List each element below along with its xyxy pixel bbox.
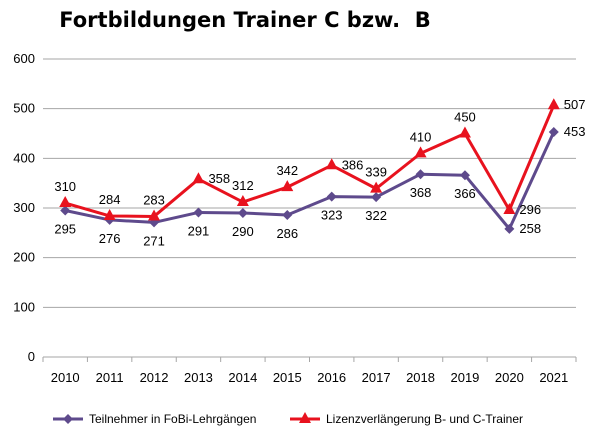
x-tick-label: 2019 — [450, 370, 479, 385]
series-1-data-label: 295 — [54, 221, 76, 236]
series-1-data-label: 258 — [519, 221, 541, 236]
series-2-data-label: 283 — [143, 192, 165, 207]
series-line-1 — [64, 131, 556, 231]
series-1-data-label: 366 — [454, 186, 476, 201]
series-2-data-label: 312 — [232, 178, 254, 193]
series-2-data-label: 339 — [365, 165, 387, 180]
data-labels: 295 276 271 291 290 286 323 322 368 366 258 453 310 2… — [54, 97, 585, 248]
x-tick-label: 2011 — [96, 370, 124, 385]
gridlines — [43, 58, 576, 358]
series-2-data-label: 450 — [454, 110, 476, 125]
y-tick-label: 200 — [13, 250, 35, 265]
series-2-data-label: 310 — [54, 179, 76, 194]
series-1-marker — [415, 169, 426, 180]
series-2-marker — [236, 195, 249, 207]
series-1-marker — [60, 205, 71, 216]
x-tick-label: 2020 — [495, 370, 524, 385]
series-2-data-label: 342 — [276, 163, 298, 178]
series-1-data-label: 322 — [365, 208, 387, 223]
series-2-marker — [458, 126, 471, 138]
y-tick-label: 0 — [28, 349, 35, 364]
series-2-data-label: 507 — [564, 97, 586, 112]
series-2-marker — [192, 172, 205, 184]
legend-label-2: Lizenzverlängerung B- und C-Trainer — [326, 412, 523, 426]
series-2-marker — [370, 181, 383, 193]
x-tick-label: 2013 — [184, 370, 213, 385]
x-tick-label: 2010 — [51, 370, 80, 385]
series-1-data-label: 271 — [143, 233, 165, 248]
series-2-data-label: 358 — [208, 171, 230, 186]
series-1-data-label: 368 — [410, 185, 432, 200]
series-2-marker — [148, 209, 161, 221]
series-1-marker — [371, 192, 382, 203]
series-line-2 — [64, 104, 556, 218]
series-1-marker — [237, 207, 248, 218]
series-1-marker — [326, 191, 337, 202]
legend-marker-2 — [299, 412, 311, 423]
x-tick-label: 2016 — [317, 370, 346, 385]
series-1-marker — [504, 223, 515, 234]
series-2-data-label: 386 — [342, 157, 364, 172]
series-2-marker — [281, 180, 294, 192]
y-tick-label: 400 — [13, 150, 35, 165]
series-2-marker — [325, 158, 338, 170]
series-markers — [59, 98, 560, 234]
series-1-data-label: 323 — [321, 208, 343, 223]
y-tick-label: 100 — [13, 299, 35, 314]
y-tick-label: 600 — [13, 51, 35, 66]
x-tick-label: 2021 — [539, 370, 568, 385]
series-2-marker — [547, 98, 560, 110]
x-tick-label: 2018 — [406, 370, 435, 385]
series-1-data-label: 291 — [188, 223, 210, 238]
series-1-data-label: 276 — [99, 231, 121, 246]
series-1-marker — [282, 209, 293, 220]
y-axis-ticks: 0 100 200 300 400 500 600 — [13, 51, 35, 364]
y-tick-label: 300 — [13, 200, 35, 215]
x-tick-label: 2014 — [228, 370, 257, 385]
series-1-marker — [459, 170, 470, 181]
series-1-marker — [548, 127, 559, 138]
x-tick-label: 2017 — [362, 370, 391, 385]
series-2-marker — [59, 196, 72, 208]
series-2-data-label: 410 — [410, 129, 432, 144]
series-2-data-label: 284 — [99, 192, 121, 207]
series-1-data-label: 290 — [232, 224, 254, 239]
x-tick-label: 2012 — [140, 370, 169, 385]
series-lines — [64, 104, 556, 231]
series-1-marker — [193, 207, 204, 218]
series-2-marker — [503, 202, 516, 214]
legend: Teilnehmer in FoBi-Lehrgängen Lizenzverlä… — [53, 412, 523, 426]
series-1-data-label: 453 — [564, 124, 586, 139]
series-2-marker — [103, 208, 116, 220]
y-tick-label: 500 — [13, 101, 35, 116]
x-tick-label: 2015 — [273, 370, 302, 385]
x-axis-ticks: 2010 2011 2012 2013 2014 2015 2016 2017 2018 2019… — [42, 357, 577, 385]
series-2-marker — [414, 146, 427, 158]
series-1-data-label: 286 — [276, 226, 298, 241]
series-2-data-label: 296 — [519, 202, 541, 217]
legend-label-1: Teilnehmer in FoBi-Lehrgängen — [89, 412, 256, 426]
chart-title: Fortbildungen Trainer C bzw. B — [59, 8, 431, 32]
legend-marker-1 — [63, 414, 73, 424]
